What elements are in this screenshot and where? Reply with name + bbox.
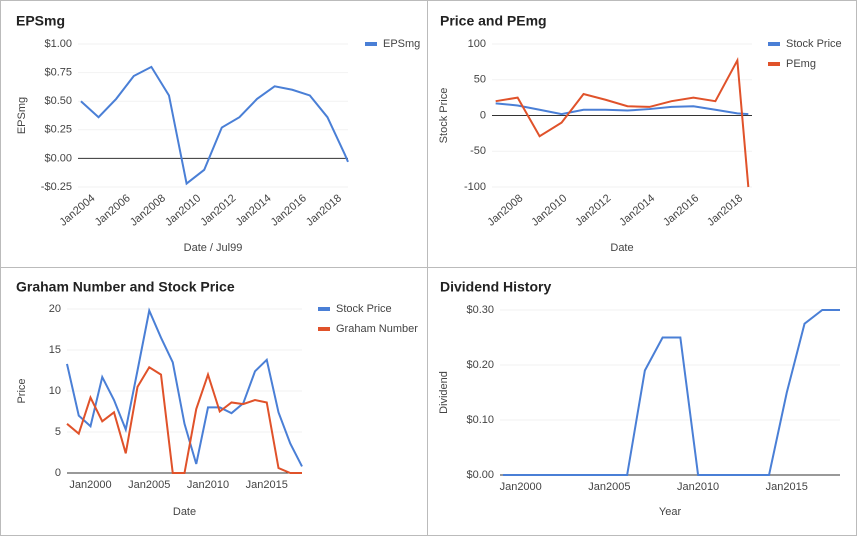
y-tick-label: 5 [55, 426, 61, 438]
legend-label: PEmg [786, 58, 816, 70]
x-tick-label: Jan2012 [573, 192, 613, 228]
chart-title: Graham Number and Stock Price [16, 279, 235, 295]
chart-title: Price and PEmg [440, 13, 547, 29]
legend-label: EPSmg [383, 38, 420, 50]
chart-title: EPSmg [16, 13, 65, 29]
legend-swatch [768, 62, 780, 66]
y-tick-label: $0.50 [44, 95, 72, 107]
y-tick-label: $0.10 [466, 414, 494, 426]
y-tick-label: $1.00 [44, 38, 72, 50]
y-axis-label: EPSmg [16, 97, 28, 134]
x-tick-label: Jan2016 [661, 192, 701, 228]
chart-panel: EPSmg -$0.25 $0.00 $0.25 $0.50 $0.75 $1.00 Jan2… [0, 0, 428, 268]
y-axis-label: Stock Price [438, 88, 450, 144]
x-tick-label: Jan2018 [304, 192, 344, 228]
y-tick-label: $0.00 [466, 469, 494, 481]
x-tick-label: Jan2012 [198, 192, 238, 228]
x-axis-label: Date / Jul99 [184, 242, 243, 254]
x-axis-label: Date [610, 242, 633, 254]
data-line [495, 57, 750, 188]
x-tick-label: Jan2014 [234, 192, 274, 228]
legend-label: Stock Price [336, 303, 392, 315]
data-line [66, 365, 302, 474]
y-tick-label: 50 [474, 74, 486, 86]
y-tick-label: $0.75 [44, 67, 72, 79]
y-tick-label: -50 [470, 145, 486, 157]
x-tick-label: Jan2004 [57, 192, 97, 228]
y-tick-label: -$0.25 [41, 181, 72, 193]
data-line [80, 65, 349, 186]
x-axis-label: Year [659, 506, 682, 518]
legend-label: Stock Price [786, 38, 842, 50]
data-line [66, 307, 303, 467]
x-tick-label: Jan2000 [500, 481, 542, 493]
chart-title: Dividend History [440, 279, 551, 295]
y-tick-label: 100 [468, 38, 486, 50]
y-tick-label: $0.25 [44, 124, 72, 136]
data-line [502, 309, 840, 476]
chart-panel: Dividend History $0.00 $0.10 $0.20 $0.30 Jan2… [428, 268, 857, 536]
x-axis-label: Date [173, 506, 196, 518]
x-tick-label: Jan2005 [128, 479, 170, 491]
x-tick-label: Jan2014 [617, 192, 657, 228]
x-tick-label: Jan2010 [163, 192, 203, 228]
x-tick-label: Jan2018 [705, 192, 745, 228]
legend-swatch [365, 42, 377, 46]
x-tick-label: Jan2008 [485, 192, 525, 228]
y-tick-label: 15 [49, 344, 61, 356]
y-tick-label: -100 [464, 181, 486, 193]
legend-swatch [768, 42, 780, 46]
y-axis-label: Price [16, 378, 28, 403]
y-tick-label: 0 [55, 467, 61, 479]
x-tick-label: Jan2015 [246, 479, 288, 491]
y-tick-label: 20 [49, 303, 61, 315]
y-tick-label: $0.30 [466, 304, 494, 316]
x-tick-label: Jan2010 [677, 481, 719, 493]
x-tick-label: Jan2010 [187, 479, 229, 491]
x-tick-label: Jan2005 [588, 481, 630, 493]
chart-panel: Graham Number and Stock Price 0 5 10 15 20 Jan… [0, 268, 428, 536]
x-tick-label: Jan2016 [269, 192, 309, 228]
legend-swatch [318, 327, 330, 331]
y-tick-label: $0.00 [44, 152, 72, 164]
data-line [495, 102, 749, 116]
legend-label: Graham Number [336, 323, 418, 335]
y-tick-label: 10 [49, 385, 61, 397]
y-tick-label: $0.20 [466, 359, 494, 371]
x-tick-label: Jan2015 [766, 481, 808, 493]
y-tick-label: 0 [480, 109, 486, 121]
legend-swatch [318, 307, 330, 311]
x-tick-label: Jan2006 [93, 192, 133, 228]
y-axis-label: Dividend [438, 371, 450, 414]
x-tick-label: Jan2010 [529, 192, 569, 228]
x-tick-label: Jan2000 [69, 479, 111, 491]
x-tick-label: Jan2008 [128, 192, 168, 228]
